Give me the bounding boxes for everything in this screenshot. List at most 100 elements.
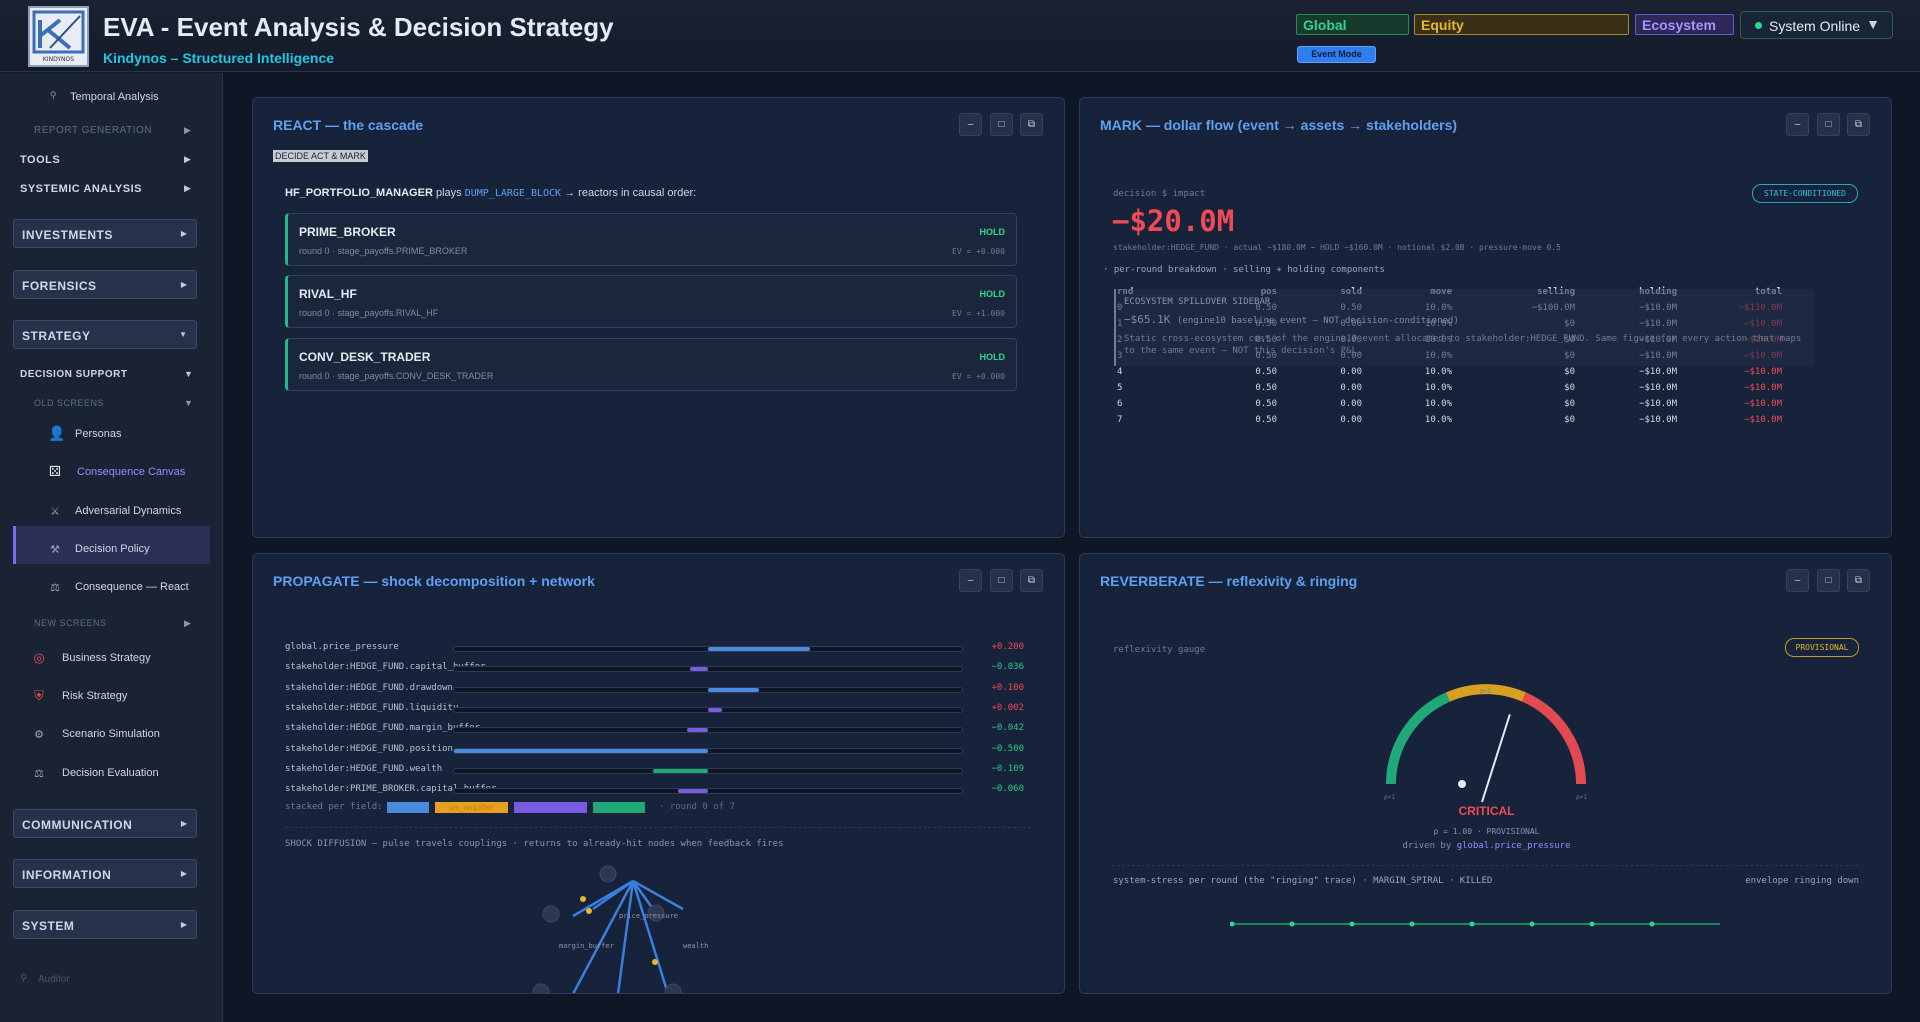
minimize-button[interactable]: – xyxy=(959,569,982,592)
shock-row[interactable]: stakeholder:PRIME_BROKER.capital_buffer −… xyxy=(285,784,1031,798)
maximize-button[interactable]: □ xyxy=(1817,569,1840,592)
shock-row[interactable]: stakeholder:HEDGE_FUND.drawdown +0.100 xyxy=(285,683,1031,697)
table-cell: 7 xyxy=(1117,415,1123,425)
sidebar-item-risk-strategy[interactable]: Risk Strategy xyxy=(62,690,128,702)
provisional-badge: PROVISIONAL xyxy=(1785,638,1859,657)
reactor-card[interactable]: CONV_DESK_TRADER round 0 · stage_payoffs… xyxy=(285,338,1017,391)
shock-row[interactable]: global.price_pressure +0.200 xyxy=(285,642,1031,656)
pulse-dot xyxy=(580,896,586,902)
scales-icon: ⚖ xyxy=(50,582,60,594)
shock-value: +0.002 xyxy=(991,702,1024,713)
table-cell: −$10.0M xyxy=(1744,415,1782,425)
minimize-button[interactable]: – xyxy=(1786,569,1809,592)
react-summary: HF_PORTFOLIO_MANAGER plays DUMP_LARGE_BL… xyxy=(285,187,696,199)
shock-track xyxy=(453,706,963,713)
chevron-right-icon: ▶ xyxy=(184,183,191,193)
reactor-card[interactable]: RIVAL_HF round 0 · stage_payoffs.RIVAL_H… xyxy=(285,275,1017,328)
shock-track xyxy=(453,767,963,774)
auditor-icon: ⚲ xyxy=(20,973,28,984)
scope-equity-pill[interactable]: Equity xyxy=(1414,14,1629,35)
shock-value: −0.060 xyxy=(991,784,1024,795)
shock-row[interactable]: stakeholder:HEDGE_FUND.position −0.500 xyxy=(285,744,1031,758)
section-strategy[interactable]: STRATEGY ▼ xyxy=(13,320,197,349)
section-forensics[interactable]: FORENSICS ▶ xyxy=(13,270,197,299)
table-cell: 0.00 xyxy=(1340,399,1362,409)
popout-button[interactable]: ⧉ xyxy=(1020,113,1043,136)
section-tools[interactable]: TOOLS xyxy=(20,154,61,166)
sidebar-item-auditor[interactable]: Auditor xyxy=(38,974,70,985)
sidebar-item-temporal-analysis[interactable]: Temporal Analysis xyxy=(70,91,159,103)
shock-bar xyxy=(677,789,708,794)
maximize-button[interactable]: □ xyxy=(990,113,1013,136)
gauge-band-low xyxy=(1386,692,1451,785)
shock-row[interactable]: stakeholder:HEDGE_FUND.liquidity +0.002 xyxy=(285,703,1031,717)
section-system[interactable]: SYSTEM ▶ xyxy=(13,910,197,939)
shock-value: +0.100 xyxy=(991,682,1024,693)
table-cell: $0 xyxy=(1564,399,1575,409)
shock-track xyxy=(453,788,963,795)
spillover-title: ECOSYSTEM SPILLOVER SIDEBAR xyxy=(1124,297,1271,307)
sidebar-item-decision-policy[interactable]: Decision Policy xyxy=(75,543,150,555)
minimize-button[interactable]: – xyxy=(959,113,982,136)
popout-button[interactable]: ⧉ xyxy=(1847,569,1870,592)
section-old-screens[interactable]: OLD SCREENS xyxy=(34,398,105,408)
network-label: margin_buffer xyxy=(559,942,614,950)
section-systemic-analysis[interactable]: SYSTEMIC ANALYSIS xyxy=(20,183,142,195)
sidebar: ⚲ Temporal Analysis REPORT GENERATION ▶ … xyxy=(0,73,223,1022)
ring-point xyxy=(1349,921,1355,927)
target-icon: ◎ xyxy=(33,650,45,665)
sidebar-item-decision-evaluation[interactable]: Decision Evaluation xyxy=(62,767,159,779)
gauge-hub xyxy=(1458,780,1466,788)
sidebar-item-consequence-react[interactable]: Consequence — React xyxy=(75,581,189,593)
table-row: 6 0.50 0.00 10.0% $0 −$10.0M −$10.0M xyxy=(1117,399,1855,415)
ringing-trace xyxy=(1230,921,1720,927)
state-conditioned-badge: STATE-CONDITIONED xyxy=(1752,184,1858,203)
popout-button[interactable]: ⧉ xyxy=(1847,113,1870,136)
envelope-label: envelope ringing down xyxy=(1745,876,1859,886)
ring-point xyxy=(1529,921,1535,927)
maximize-button[interactable]: □ xyxy=(990,569,1013,592)
section-decision-support[interactable]: DECISION SUPPORT xyxy=(20,369,128,380)
shock-bar xyxy=(652,768,708,773)
chevron-right-icon: ▶ xyxy=(180,819,187,828)
table-cell: 0.00 xyxy=(1340,415,1362,425)
section-new-screens[interactable]: NEW SCREENS xyxy=(34,618,107,628)
shock-track xyxy=(453,727,963,734)
section-communication[interactable]: COMMUNICATION ▶ xyxy=(13,809,197,838)
sidebar-item-adversarial-dynamics[interactable]: Adversarial Dynamics xyxy=(75,505,182,517)
sidebar-item-personas[interactable]: Personas xyxy=(75,428,122,440)
gauge-tick-label: ρ>1 xyxy=(1576,794,1587,801)
network-edge xyxy=(616,880,635,993)
sidebar-item-business-strategy[interactable]: Business Strategy xyxy=(62,652,151,664)
system-status-dropdown[interactable]: System Online ▼ xyxy=(1740,11,1893,39)
diffusion-network[interactable]: price_pressure margin_buffer wealth xyxy=(523,854,723,994)
section-investments[interactable]: INVESTMENTS ▶ xyxy=(13,219,197,248)
scope-ecosystem-pill[interactable]: Ecosystem xyxy=(1635,14,1734,35)
shock-bar xyxy=(689,667,708,672)
legend-swatch: ws_amplifier xyxy=(435,802,508,813)
pulse-dot xyxy=(652,959,658,965)
sidebar-item-scenario-simulation[interactable]: Scenario Simulation xyxy=(62,728,160,740)
minimize-button[interactable]: – xyxy=(1786,113,1809,136)
popout-button[interactable]: ⧉ xyxy=(1020,569,1043,592)
maximize-button[interactable]: □ xyxy=(1817,113,1840,136)
section-information[interactable]: INFORMATION ▶ xyxy=(13,859,197,888)
scope-global-pill[interactable]: Global xyxy=(1296,14,1409,35)
reactor-card[interactable]: PRIME_BROKER round 0 · stage_payoffs.PRI… xyxy=(285,213,1017,266)
impact-value: −$20.0M xyxy=(1112,204,1235,238)
table-cell: −$10.0M xyxy=(1744,383,1782,393)
shock-field-label: stakeholder:HEDGE_FUND.wealth xyxy=(285,763,443,774)
shock-row[interactable]: stakeholder:HEDGE_FUND.margin_buffer −0.0… xyxy=(285,723,1031,737)
legend-swatch xyxy=(514,802,587,813)
plays-text: plays xyxy=(435,187,462,199)
shock-row[interactable]: stakeholder:HEDGE_FUND.capital_buffer −0.… xyxy=(285,662,1031,676)
sidebar-item-consequence-canvas[interactable]: Consequence Canvas xyxy=(77,466,186,478)
status-label: System Online xyxy=(1769,18,1861,34)
shock-field-label: stakeholder:HEDGE_FUND.capital_buffer xyxy=(285,662,486,673)
chevron-down-icon: ▼ xyxy=(184,369,193,379)
section-report-generation[interactable]: REPORT GENERATION xyxy=(34,125,152,136)
event-mode-button[interactable]: Event Mode xyxy=(1297,46,1376,63)
shock-row[interactable]: stakeholder:HEDGE_FUND.wealth −0.109 xyxy=(285,764,1031,778)
gauge-needle xyxy=(1481,714,1511,803)
divider xyxy=(1112,865,1858,866)
